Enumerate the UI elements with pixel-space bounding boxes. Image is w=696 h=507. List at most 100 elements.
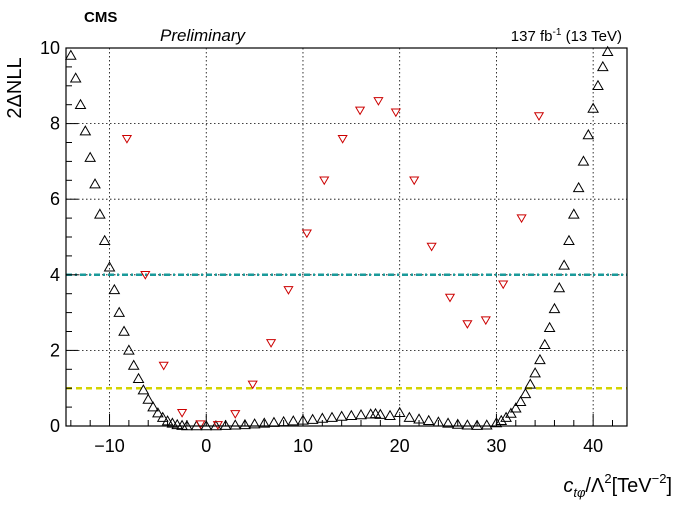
x-tick-label: −10 (94, 436, 125, 456)
scan-point-down (444, 293, 456, 303)
x-axis-label: ctφ/Λ2[TeV−2] (563, 471, 672, 500)
scan-point-up (490, 416, 503, 428)
scan-point-up (461, 419, 474, 430)
scan-point-up (451, 418, 464, 429)
lumi-label: 137 fb-1 (13 TeV) (511, 27, 622, 45)
axis-ticks (66, 47, 613, 427)
plot-frame (65, 47, 628, 427)
status-label: Preliminary (160, 26, 247, 45)
scan-point-up (592, 79, 604, 91)
scan-point-up (326, 411, 338, 422)
scan-point-up (548, 302, 561, 314)
scan-point-up (258, 417, 271, 428)
scan-point-up (471, 419, 483, 430)
tick-labels: −10 0 10 20 30 40 0 2 4 6 8 10 (40, 38, 603, 456)
experiment-label: CMS (84, 9, 117, 26)
scan-point-down (390, 108, 401, 118)
scan-point-down (140, 271, 151, 280)
x-label-lambda: /Λ (585, 475, 605, 497)
scan-point-up (166, 417, 179, 428)
scan-point-up (355, 409, 367, 420)
scan-point-up (601, 45, 614, 57)
scan-point-up (210, 419, 222, 431)
scan-point-up (123, 344, 135, 355)
scan-point-down (337, 134, 348, 144)
scan-point-up (93, 208, 106, 219)
scan-point-up (519, 387, 532, 399)
scan-point-up (524, 378, 537, 389)
scan-point-down (516, 214, 527, 224)
scan-point-up (108, 283, 121, 295)
scan-point-down (158, 361, 169, 371)
scan-point-up (543, 321, 556, 332)
x-label-unit: [TeV (612, 475, 653, 497)
scan-point-up (442, 417, 454, 428)
scan-point-down (212, 421, 223, 430)
data-points (64, 45, 614, 431)
lumi-value: 137 fb (511, 28, 553, 45)
scan-point-up (374, 408, 387, 419)
scan-point-up (268, 416, 280, 427)
scan-point-up (582, 128, 595, 140)
scan-point-up (103, 261, 116, 272)
scan-point-up (287, 415, 300, 426)
scan-point-down (247, 380, 258, 390)
scan-point-down (373, 97, 384, 106)
scan-point-up (577, 155, 590, 166)
x-tick-label: 30 (486, 436, 506, 456)
x-tick-label: 10 (293, 436, 313, 456)
scan-point-down (230, 410, 241, 419)
scan-point-up (553, 282, 566, 293)
scan-point-up (534, 353, 546, 365)
scan-point-up (480, 419, 493, 430)
y-tick-label: 0 (50, 416, 60, 436)
data-series (121, 97, 545, 430)
scan-point-down (409, 176, 420, 186)
scan-point-up (345, 409, 358, 421)
scan-point-down (195, 420, 206, 430)
y-tick-label: 10 (40, 38, 60, 58)
scan-point-down (176, 409, 188, 418)
scan-point-down (121, 134, 133, 144)
scan-point-up (156, 411, 169, 422)
reference-lines (66, 273, 627, 390)
scan-point-up (219, 419, 232, 430)
x-label-c: c (563, 475, 573, 497)
x-tick-label: 0 (201, 436, 211, 456)
scan-point-up (306, 413, 319, 424)
scan-point-down (319, 176, 330, 186)
scan-point-up (79, 125, 92, 136)
x-label-close: ] (666, 475, 672, 497)
scan-point-down (265, 339, 277, 348)
scan-point-up (505, 407, 517, 418)
scan-point-up (229, 419, 242, 430)
scan-point-up (369, 407, 382, 419)
scan-point-up (127, 359, 140, 370)
scan-point-up (384, 409, 396, 421)
scan-point-up (514, 395, 527, 407)
scan-point-up (596, 60, 609, 72)
scan-point-up (147, 401, 159, 412)
scan-point-down (498, 280, 509, 290)
y-tick-label: 2 (50, 340, 60, 360)
x-label-sub: tφ (573, 485, 586, 500)
scan-point-up (64, 49, 77, 60)
scan-point-down (533, 112, 545, 122)
scan-point-up (152, 407, 164, 418)
scan-point-up (137, 384, 150, 395)
scan-point-up (181, 419, 193, 431)
scan-point-up (142, 393, 155, 404)
scan-point-up (118, 325, 130, 336)
scan-point-up (422, 414, 435, 425)
scan-point-up (84, 151, 97, 162)
scan-point-up (538, 338, 551, 349)
x-label-unit-exp: −2 (652, 471, 667, 486)
scan-point-up (113, 306, 126, 317)
scan-point-up (89, 178, 101, 189)
lumi-energy: (13 TeV) (561, 28, 622, 45)
scan-point-up (509, 402, 522, 413)
scan-point-up (572, 181, 585, 193)
scan-point-down (480, 316, 491, 326)
scan-point-up (248, 418, 261, 429)
scan-point-up (558, 259, 570, 270)
